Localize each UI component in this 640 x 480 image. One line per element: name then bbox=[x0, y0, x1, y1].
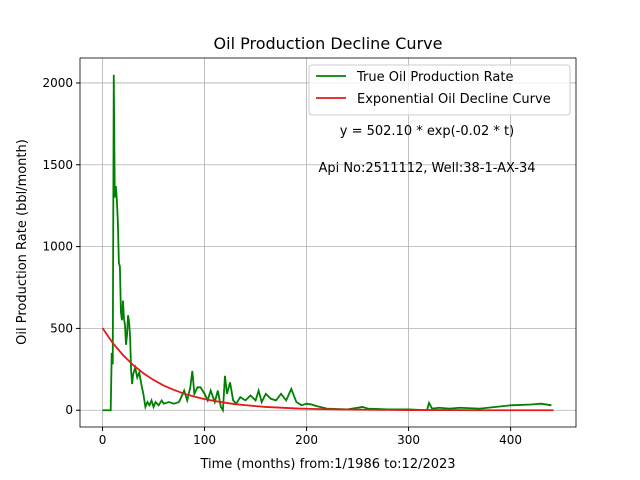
x-tick-label: 0 bbox=[99, 433, 107, 447]
x-axis-label: Time (months) from:1/1986 to:12/2023 bbox=[199, 457, 455, 472]
x-tick-label: 200 bbox=[295, 433, 318, 447]
annotation: Api No:2511112, Well:38-1-AX-34 bbox=[318, 161, 535, 176]
legend-box bbox=[308, 64, 571, 116]
x-tick-label: 300 bbox=[397, 433, 420, 447]
data-line bbox=[101, 327, 554, 412]
chart-title: Oil Production Decline Curve bbox=[214, 34, 443, 53]
legend-label: Exponential Oil Decline Curve bbox=[357, 92, 551, 107]
x-tick-label: 400 bbox=[499, 433, 522, 447]
y-tick-label: 1500 bbox=[42, 158, 73, 172]
y-tick-label: 2000 bbox=[42, 76, 73, 90]
y-tick-label: 500 bbox=[50, 321, 73, 335]
y-tick-label: 1000 bbox=[42, 240, 73, 254]
annotation: y = 502.10 * exp(-0.02 * t) bbox=[340, 124, 514, 139]
y-axis-label: Oil Production Rate (bbl/month) bbox=[15, 139, 30, 345]
plot-frame bbox=[79, 57, 577, 428]
x-tick-label: 100 bbox=[193, 433, 216, 447]
y-tick-label: 0 bbox=[65, 403, 73, 417]
legend-label: True Oil Production Rate bbox=[356, 70, 513, 85]
